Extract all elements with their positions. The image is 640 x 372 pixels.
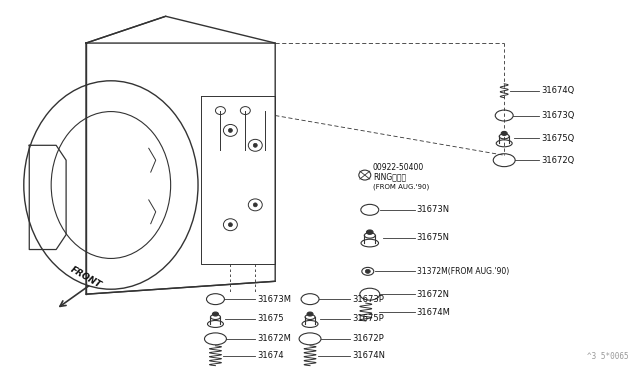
Text: 31672Q: 31672Q bbox=[541, 156, 574, 165]
Ellipse shape bbox=[307, 312, 313, 316]
Text: 31672P: 31672P bbox=[352, 334, 383, 343]
Text: 31674M: 31674M bbox=[417, 308, 451, 317]
Ellipse shape bbox=[228, 223, 232, 227]
Ellipse shape bbox=[501, 131, 507, 135]
Text: RINGリング: RINGリング bbox=[372, 173, 406, 182]
Ellipse shape bbox=[253, 143, 257, 147]
Text: 31675: 31675 bbox=[257, 314, 284, 324]
Text: 31674N: 31674N bbox=[352, 351, 385, 360]
Ellipse shape bbox=[365, 269, 371, 273]
Ellipse shape bbox=[228, 128, 232, 132]
Text: 31672N: 31672N bbox=[417, 290, 449, 299]
Ellipse shape bbox=[212, 312, 218, 316]
Ellipse shape bbox=[367, 230, 373, 234]
Text: 31673Q: 31673Q bbox=[541, 111, 575, 120]
Ellipse shape bbox=[253, 203, 257, 207]
Text: 00922-50400: 00922-50400 bbox=[372, 163, 424, 171]
Text: 31675N: 31675N bbox=[417, 233, 449, 242]
Text: 31674Q: 31674Q bbox=[541, 86, 574, 95]
Text: FRONT: FRONT bbox=[69, 265, 103, 290]
Text: 31372M(FROM AUG.'90): 31372M(FROM AUG.'90) bbox=[417, 267, 509, 276]
Text: 31673M: 31673M bbox=[257, 295, 291, 304]
Text: 31675P: 31675P bbox=[352, 314, 383, 324]
Text: ^3 5*0065: ^3 5*0065 bbox=[587, 352, 628, 361]
Text: 31673N: 31673N bbox=[417, 205, 450, 214]
Text: (FROM AUG.'90): (FROM AUG.'90) bbox=[372, 184, 429, 190]
Text: 31674: 31674 bbox=[257, 351, 284, 360]
Text: 31675Q: 31675Q bbox=[541, 134, 574, 143]
Text: 31673P: 31673P bbox=[352, 295, 384, 304]
Text: 31672M: 31672M bbox=[257, 334, 291, 343]
